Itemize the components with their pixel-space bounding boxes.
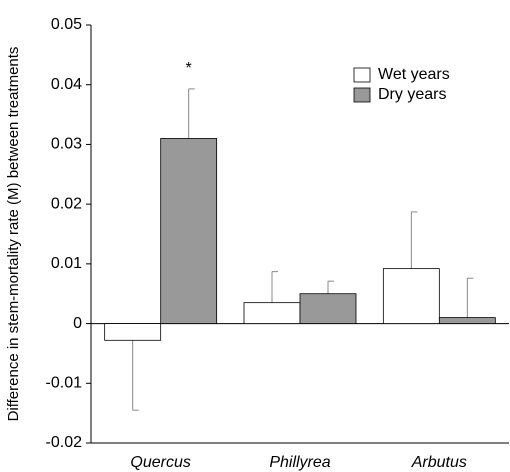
bar [160, 138, 218, 324]
y-tick-label: 0.01 [51, 255, 82, 272]
y-tick-label: 0.03 [51, 136, 82, 153]
y-tick-label: 0 [73, 315, 82, 332]
bar [438, 317, 496, 324]
annotation: * [186, 60, 192, 77]
legend-label: Dry years [378, 86, 446, 103]
y-tick-label: 0.04 [51, 76, 82, 93]
legend-swatch [353, 87, 371, 103]
y-tick-label: -0.01 [46, 375, 83, 392]
y-axis-label: Difference in stem-mortality rate (M) be… [5, 47, 22, 422]
bar [382, 268, 440, 324]
bar [104, 323, 162, 341]
x-tick-label: Arbutus [411, 454, 467, 471]
y-tick-label: 0.05 [51, 16, 82, 33]
y-tick-label: -0.02 [46, 434, 83, 451]
x-tick-label: Quercus [130, 454, 190, 471]
bar [299, 293, 357, 324]
bar [243, 302, 301, 324]
x-tick-label: Phillyrea [269, 454, 330, 471]
legend-label: Wet years [378, 66, 450, 83]
y-tick-label: 0.02 [51, 195, 82, 212]
legend-swatch [353, 67, 371, 83]
